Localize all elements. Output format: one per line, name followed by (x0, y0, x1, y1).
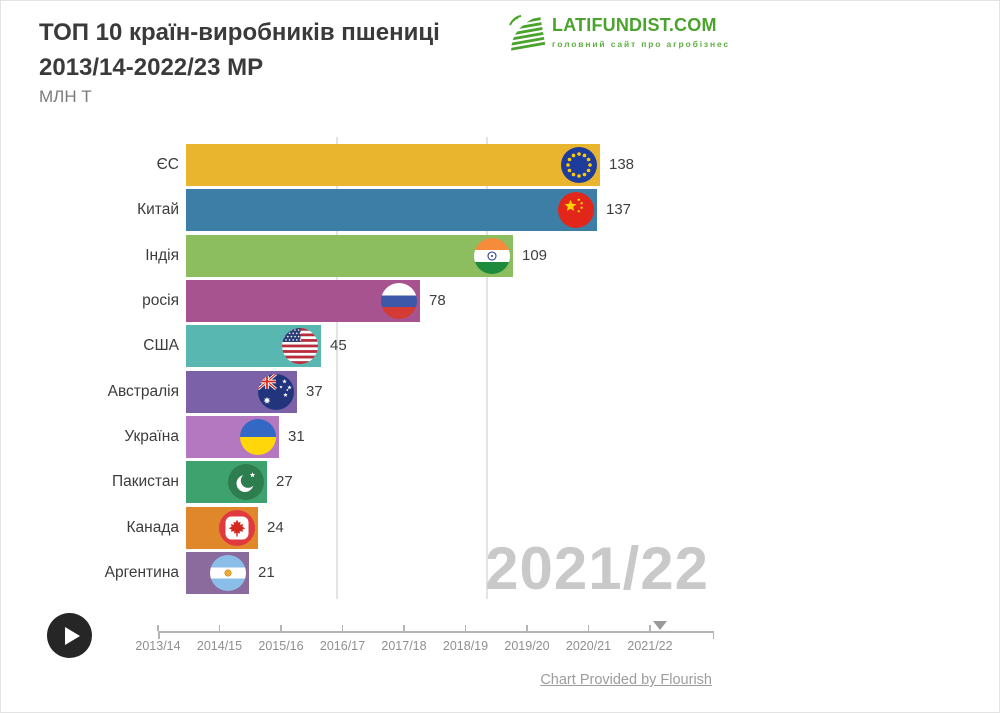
flag-icon-eu (561, 147, 597, 183)
gridline (336, 137, 338, 599)
timeline-tick (526, 625, 528, 631)
latifundist-logo[interactable]: LATIFUNDIST.COM головний сайт про агробі… (506, 13, 730, 53)
flag-icon-canada (219, 509, 255, 546)
page-title-line2: 2013/14-2022/23 МР (39, 54, 264, 81)
timeline-tick (218, 625, 221, 631)
bar[interactable] (186, 280, 420, 323)
bar-value: 78 (429, 292, 446, 310)
field-logo-icon (506, 15, 546, 53)
bar-value: 45 (330, 337, 347, 355)
flag-icon-ukraine (240, 419, 276, 456)
current-period-watermark: 2021/22 (485, 535, 709, 602)
timeline-tick-label: 2018/19 (442, 639, 489, 653)
bar-row: Аргентина 21 (1, 552, 999, 595)
timeline-tick (157, 625, 159, 631)
bar-label: ЄС (156, 156, 179, 173)
bar-row: Україна 31 (1, 416, 999, 459)
bar-label: Індія (145, 246, 179, 264)
bar-row: Канада 24 (1, 506, 999, 549)
bar-row: Пакистан 27 (1, 461, 999, 504)
bar-value: 137 (606, 201, 632, 219)
timeline-tick-label: 2019/20 (504, 639, 550, 653)
bar-value: 24 (267, 518, 284, 536)
timeline-tick (403, 625, 405, 631)
bar[interactable] (186, 506, 258, 549)
timeline-start-cap (158, 633, 160, 639)
bar[interactable] (186, 552, 249, 595)
flag-icon-argentina (210, 555, 246, 592)
play-icon (64, 626, 80, 645)
timeline-tick (280, 625, 282, 631)
bar[interactable] (186, 461, 267, 504)
chart-unit-label: МЛН Т (39, 87, 92, 106)
timeline-tick-label: 2017/18 (381, 639, 427, 653)
bar-label: Аргентина (104, 564, 179, 582)
timeline-tick-label: 2020/21 (565, 639, 612, 653)
bar-row: росія 78 (1, 280, 999, 323)
bar-label: США (143, 337, 179, 355)
flag-icon-india (474, 237, 510, 274)
bar-label: Китай (137, 201, 179, 219)
bar-label: росія (142, 292, 179, 310)
timeline-tick-label: 2016/17 (319, 639, 366, 653)
timeline-marker-icon[interactable] (653, 621, 667, 630)
timeline-slider[interactable]: 2013/14 2014/15 2015/16 2016/17 2017/18 2018/… (135, 621, 714, 663)
timeline-tick (649, 625, 651, 631)
bar-row: Індія 109 (1, 234, 999, 277)
bar[interactable] (186, 370, 297, 413)
bar-row: Австралія 37 (1, 370, 999, 413)
bar-value: 31 (288, 428, 305, 446)
bar-row: ЄС 138 (1, 144, 999, 186)
timeline-tick-label: 2013/14 (135, 639, 181, 653)
bar[interactable] (186, 189, 597, 232)
bar-value: 21 (258, 564, 275, 582)
timeline-tick (587, 625, 590, 631)
gridline (486, 137, 488, 599)
page-title-line1: ТОП 10 країн-виробників пшениці (39, 19, 440, 46)
bar-value: 27 (276, 473, 293, 491)
bar-label: Пакистан (111, 473, 179, 491)
bar-label: Канада (126, 518, 180, 536)
flourish-credit-link[interactable]: Chart Provided by Flourish (540, 672, 712, 688)
bar[interactable] (186, 144, 600, 186)
logo-text: LATIFUNDIST.COM (552, 15, 717, 35)
timeline-tick-label: 2014/15 (196, 639, 243, 653)
timeline-track[interactable] (158, 631, 714, 633)
flag-icon-usa (282, 328, 318, 365)
bar[interactable] (186, 325, 321, 368)
bar[interactable] (186, 234, 513, 277)
page-title: ТОП 10 країн-виробників пшениці 2013/14-… (39, 15, 440, 85)
bar-value: 109 (522, 246, 548, 264)
logo-tagline: головний сайт про агробізнес (552, 39, 731, 49)
flag-icon-australia (258, 373, 294, 410)
bar-row: Китай 137 (1, 189, 999, 232)
flag-icon-pakistan (228, 464, 264, 501)
bar-value: 138 (609, 156, 635, 173)
flag-icon-russia (381, 283, 417, 320)
logo-text-block: LATIFUNDIST.COM головний сайт про агробі… (552, 13, 730, 49)
timeline-end-cap (712, 633, 714, 639)
timeline-tick (464, 625, 467, 631)
bar-label: Австралія (107, 382, 179, 400)
play-button[interactable] (47, 613, 92, 658)
bar-row: США 45 (1, 325, 999, 368)
bar-value: 37 (306, 382, 323, 400)
timeline-tick-label: 2021/22 (627, 639, 673, 653)
bar[interactable] (186, 416, 279, 459)
timeline-tick-label: 2015/16 (258, 639, 304, 653)
flag-icon-china (558, 192, 594, 229)
timeline-tick (341, 625, 344, 631)
bar-label: Україна (124, 428, 179, 446)
